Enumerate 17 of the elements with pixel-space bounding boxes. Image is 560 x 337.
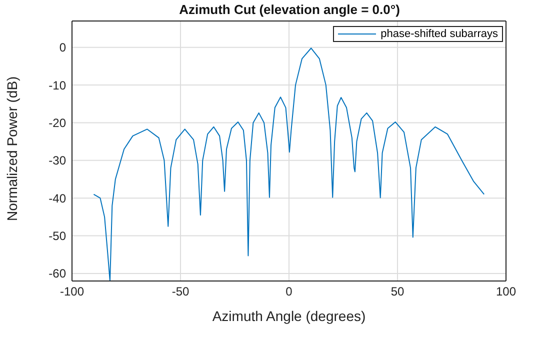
legend-label: phase-shifted subarrays bbox=[380, 28, 498, 40]
y-tick-label: 0 bbox=[59, 40, 66, 55]
x-tick-label: 100 bbox=[496, 284, 516, 299]
chart-title: Azimuth Cut (elevation angle = 0.0°) bbox=[178, 2, 401, 17]
line-series bbox=[93, 48, 485, 281]
x-tick-label: 0 bbox=[286, 284, 293, 299]
y-axis-title: Normalized Power (dB) bbox=[4, 76, 20, 221]
y-tick-label: -60 bbox=[48, 266, 66, 281]
x-tick-label: 50 bbox=[390, 284, 404, 299]
y-tick-label: -10 bbox=[48, 78, 66, 92]
y-tick-label: -30 bbox=[48, 154, 66, 168]
y-tick-label: -40 bbox=[48, 191, 66, 206]
x-axis-title: Azimuth Angle (degrees) bbox=[212, 308, 366, 324]
x-tick-label: -50 bbox=[172, 284, 190, 299]
y-tick-label: -50 bbox=[48, 229, 66, 244]
x-tick-label: -100 bbox=[60, 284, 84, 299]
y-tick-label: -20 bbox=[48, 116, 66, 130]
